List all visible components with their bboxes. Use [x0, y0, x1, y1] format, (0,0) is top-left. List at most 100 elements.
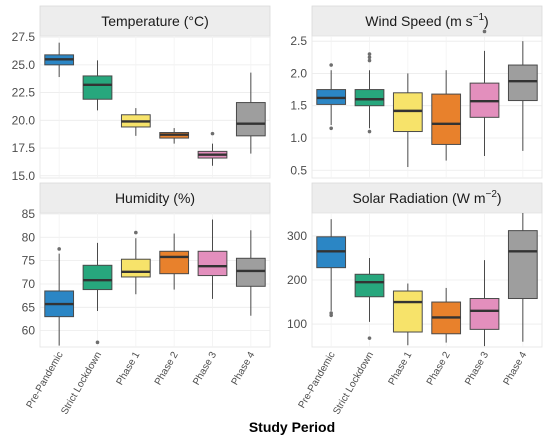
- panel-background: [39, 212, 271, 348]
- y-tick-label: 70: [22, 277, 36, 291]
- x-tick-label: Phase 3: [463, 350, 491, 388]
- box-iqr: [235, 257, 266, 287]
- box-5: [197, 131, 228, 166]
- facet-title-main: Humidity (%): [115, 190, 195, 206]
- box-2: [354, 257, 385, 340]
- box-5: [197, 219, 228, 299]
- box-3: [392, 73, 423, 168]
- y-tick-label: 20.0: [12, 113, 36, 127]
- box-1: [44, 42, 75, 78]
- x-axis-label: Study Period: [249, 419, 335, 435]
- box-iqr: [120, 258, 151, 278]
- facet-title-tail: ): [497, 190, 502, 206]
- facet-strip: [39, 5, 271, 37]
- y-tick-label: 2.5: [290, 34, 307, 48]
- box-5: [469, 29, 500, 157]
- box-iqr: [82, 264, 113, 291]
- facet-panel-3: Humidity (%) 60 65 70 75 80 85 Pre-PandemicStri…: [22, 182, 271, 417]
- x-tick-label: Phase 1: [115, 350, 143, 388]
- x-tick-label: Strict Lockdown: [331, 350, 376, 417]
- y-tick-label: 65: [22, 300, 36, 314]
- box-iqr: [354, 273, 385, 298]
- x-tick-label: Phase 4: [230, 350, 258, 388]
- x-tick-label: Phase 1: [387, 350, 415, 388]
- y-tick-label: 100: [287, 317, 307, 331]
- box-iqr: [507, 64, 538, 102]
- x-tick-label: Phase 3: [191, 350, 219, 388]
- box-iqr: [197, 250, 228, 277]
- outlier-point: [367, 129, 372, 134]
- facet-title: Humidity (%): [115, 190, 195, 206]
- box-6: [235, 72, 266, 154]
- facet-title: Solar Radiation (W m−2): [352, 189, 501, 206]
- facet-title-main: Wind Speed (m s: [365, 13, 472, 29]
- facet-panels: Temperature (°C) 15.0 17.5 20.0 22.5 25.0 27.5…: [12, 5, 543, 417]
- box-iqr: [82, 75, 113, 100]
- box-4: [431, 70, 462, 161]
- outlier-point: [329, 63, 333, 67]
- facet-title-unit: −2: [485, 189, 497, 200]
- y-tick-label: 75: [22, 254, 36, 268]
- box-iqr: [431, 93, 462, 145]
- facet-title-main: Temperature (: [101, 13, 188, 29]
- box-3: [120, 108, 151, 136]
- facet-title-tail: ): [484, 13, 489, 29]
- x-tick-label: Phase 2: [153, 350, 181, 388]
- y-tick-label: 1.0: [290, 131, 307, 145]
- facet-panel-4: Solar Radiation (W m−2) 100 200 300 Pre-Pand…: [287, 182, 543, 417]
- facet-title-main: Solar Radiation (W m: [352, 190, 485, 206]
- outlier-point: [367, 55, 372, 60]
- facet-title-tail: ): [204, 13, 209, 29]
- facet-panel-2: Wind Speed (m s−1) 0.5 1.0 1.5 2.0 2.5: [290, 5, 543, 179]
- y-tick-label: 17.5: [12, 141, 36, 155]
- box-1: [316, 219, 347, 318]
- facet-strip: [311, 5, 543, 37]
- x-tick-label: Phase 2: [425, 350, 453, 388]
- facet-strip: [39, 182, 271, 214]
- y-tick-label: 15.0: [12, 169, 36, 183]
- panel-background: [311, 35, 543, 179]
- outlier-point: [367, 336, 372, 340]
- box-4: [159, 233, 190, 290]
- box-4: [159, 128, 190, 144]
- x-tick-label: Strict Lockdown: [59, 350, 104, 417]
- y-tick-label: 22.5: [12, 86, 36, 100]
- y-tick-label: 27.5: [12, 30, 36, 44]
- facet-title-unit: °C: [188, 13, 204, 29]
- outlier-point: [57, 247, 61, 251]
- box-iqr: [392, 290, 423, 333]
- y-tick-label: 25.0: [12, 58, 36, 72]
- box-5: [469, 260, 500, 347]
- outlier-point: [95, 340, 100, 345]
- box-6: [507, 41, 538, 151]
- box-iqr: [392, 92, 423, 133]
- box-iqr: [159, 250, 190, 275]
- facet-panel-1: Temperature (°C) 15.0 17.5 20.0 22.5 25.0 27.5: [12, 5, 271, 183]
- x-tick-label: Pre-Pandemic: [297, 350, 338, 410]
- x-tick-label: Phase 4: [502, 350, 530, 388]
- panel-background: [39, 35, 271, 179]
- x-tick-label: Pre-Pandemic: [25, 350, 66, 410]
- outlier-point: [134, 230, 138, 235]
- y-tick-label: 85: [22, 207, 36, 221]
- y-tick-label: 200: [287, 273, 307, 287]
- y-tick-label: 1.5: [290, 99, 307, 113]
- outlier-point: [329, 313, 333, 318]
- outlier-point: [367, 52, 372, 56]
- box-3: [120, 230, 151, 295]
- y-tick-label: 80: [22, 230, 36, 244]
- box-4: [431, 287, 462, 343]
- facet-title-unit: −1: [473, 12, 485, 23]
- box-6: [507, 213, 538, 342]
- y-tick-label: 60: [22, 324, 36, 338]
- outlier-point: [482, 29, 487, 34]
- outlier-point: [210, 131, 215, 136]
- box-iqr: [235, 102, 266, 137]
- outlier-point: [329, 126, 333, 131]
- box-iqr: [354, 89, 385, 107]
- box-2: [82, 60, 113, 111]
- box-2: [82, 242, 113, 345]
- outlier-point: [367, 58, 372, 63]
- box-6: [235, 230, 266, 316]
